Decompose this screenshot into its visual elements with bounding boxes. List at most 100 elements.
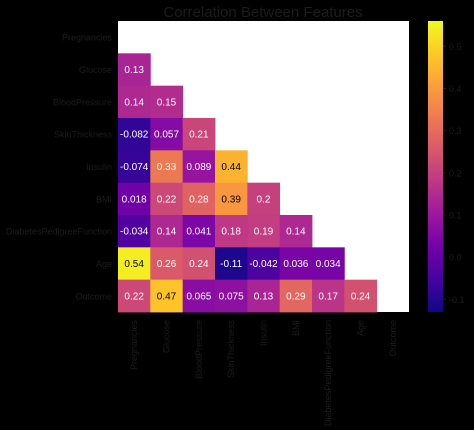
colorbar-tick-label: 0.3 [449, 126, 462, 136]
cell-value-label: 0.089 [186, 162, 211, 173]
cell-value-label: 0.39 [221, 194, 241, 205]
y-tick-label: Outcome [75, 291, 112, 301]
heatmap-cell [215, 150, 248, 184]
cell-value-label: 0.33 [157, 162, 177, 173]
colorbar-tick-label: -0.1 [449, 295, 465, 305]
heatmap-cell [118, 85, 151, 119]
x-tick-label: Insulin [259, 320, 269, 346]
x-tick-label: Glucose [162, 320, 172, 353]
heatmap-cell [118, 247, 151, 281]
x-tick-label: DiabetesPedigreeFunction [323, 320, 333, 426]
heatmap-cell [150, 215, 184, 248]
cell-value-label: 0.24 [351, 291, 371, 302]
cell-value-label: -0.034 [120, 227, 149, 238]
cell-value-label: 0.2 [257, 194, 271, 205]
heatmap-cell [247, 182, 281, 216]
chart-title: Correlation Between Features [163, 4, 362, 21]
cell-value-label: 0.24 [189, 259, 209, 270]
heatmap-cell [312, 247, 345, 281]
colorbar-tick-label: 0.2 [449, 168, 462, 178]
cell-value-label: 0.17 [318, 291, 338, 302]
cell-value-label: 0.075 [219, 291, 244, 302]
cell-value-label: 0.034 [316, 259, 341, 270]
cell-value-label: 0.22 [124, 291, 144, 302]
y-axis-labels: Pregnancies Glucose BloodPressure SkinThick… [6, 33, 113, 302]
heatmap-cell [215, 182, 248, 216]
cell-value-label: 0.15 [157, 97, 177, 108]
colorbar-tick-label: 0.0 [449, 253, 462, 263]
x-tick-label: BloodPressure [194, 320, 204, 379]
heatmap-cell [118, 150, 151, 184]
heatmap-cell [215, 247, 248, 281]
x-tick-label: Outcome [388, 320, 398, 357]
cell-value-label: 0.44 [221, 162, 241, 173]
cell-value-label: 0.54 [124, 259, 144, 270]
y-tick-label: BloodPressure [53, 97, 112, 107]
heatmap-cell [118, 182, 151, 216]
colorbar [428, 21, 443, 312]
x-axis-labels: Pregnancies Glucose BloodPressure SkinThick… [129, 320, 398, 427]
heatmap-cell [182, 215, 216, 248]
heatmap-cell [118, 279, 151, 313]
heatmap-cell [247, 279, 281, 313]
heatmap-cell [312, 279, 345, 313]
heatmap-cell [182, 279, 216, 313]
colorbar-tick-label: 0.5 [449, 42, 462, 52]
x-tick-label: BMI [291, 320, 301, 336]
cell-value-label: 0.29 [286, 291, 306, 302]
cell-value-label: 0.19 [254, 227, 274, 238]
heatmap-cell [150, 279, 184, 313]
heatmap-cell [150, 247, 184, 281]
cell-value-label: 0.065 [186, 291, 211, 302]
heatmap-cell [150, 182, 184, 216]
cell-value-label: 0.018 [122, 194, 147, 205]
cell-value-label: 0.057 [154, 130, 179, 141]
heatmap-cell [182, 150, 216, 184]
cell-value-label: 0.036 [283, 259, 308, 270]
cell-value-label: -0.042 [249, 259, 278, 270]
cell-value-label: 0.18 [221, 227, 241, 238]
cell-value-label: 0.13 [124, 65, 144, 76]
colorbar-tick-label: 0.4 [449, 84, 462, 94]
cell-value-label: 0.22 [157, 194, 177, 205]
colorbar-ticks: -0.1 0.0 0.1 0.2 0.3 0.4 0.5 [443, 42, 465, 305]
x-tick-label: SkinThickness [226, 320, 236, 379]
heatmap-cell [118, 118, 151, 151]
cell-value-label: 0.13 [254, 291, 274, 302]
cell-value-label: 0.14 [157, 227, 177, 238]
x-tick-label: Age [356, 320, 366, 336]
y-tick-label: Age [96, 259, 112, 269]
heatmap-cell [215, 215, 248, 248]
heatmap-cell [182, 247, 216, 281]
y-tick-label: Pregnancies [62, 33, 113, 43]
y-tick-label: DiabetesPedigreeFunction [6, 227, 112, 237]
heatmap-cell [150, 85, 184, 119]
heatmap-cell [247, 215, 281, 248]
heatmap-cell [279, 215, 313, 248]
heatmap-cell [344, 279, 378, 313]
y-tick-label: SkinThickness [54, 130, 113, 140]
heatmap-cell [247, 247, 281, 281]
x-tick-label: Pregnancies [129, 320, 139, 371]
cell-value-label: -0.074 [120, 162, 149, 173]
cell-value-label: 0.21 [189, 130, 209, 141]
heatmap-cell [215, 279, 248, 313]
heatmap-cell [118, 215, 151, 248]
y-tick-label: Insulin [86, 162, 112, 172]
colorbar-tick-label: 0.1 [449, 211, 462, 221]
y-tick-label: Glucose [79, 65, 112, 75]
y-tick-label: BMI [96, 194, 112, 204]
heatmap-cell [182, 182, 216, 216]
heatmap-cell [279, 247, 313, 281]
heatmap-cell [150, 118, 184, 151]
heatmap-cells: 0.13 0.14 0.15 -0.082 0.057 0.21 -0.074 0.33 0.0… [118, 53, 378, 313]
heatmap-cell [118, 53, 151, 87]
cell-value-label: 0.14 [124, 97, 144, 108]
cell-value-label: -0.11 [220, 259, 242, 270]
heatmap-cell [150, 150, 184, 184]
cell-value-label: 0.28 [189, 194, 209, 205]
heatmap-cell [182, 118, 216, 151]
heatmap-cell [279, 279, 313, 313]
cell-value-label: 0.041 [186, 227, 211, 238]
